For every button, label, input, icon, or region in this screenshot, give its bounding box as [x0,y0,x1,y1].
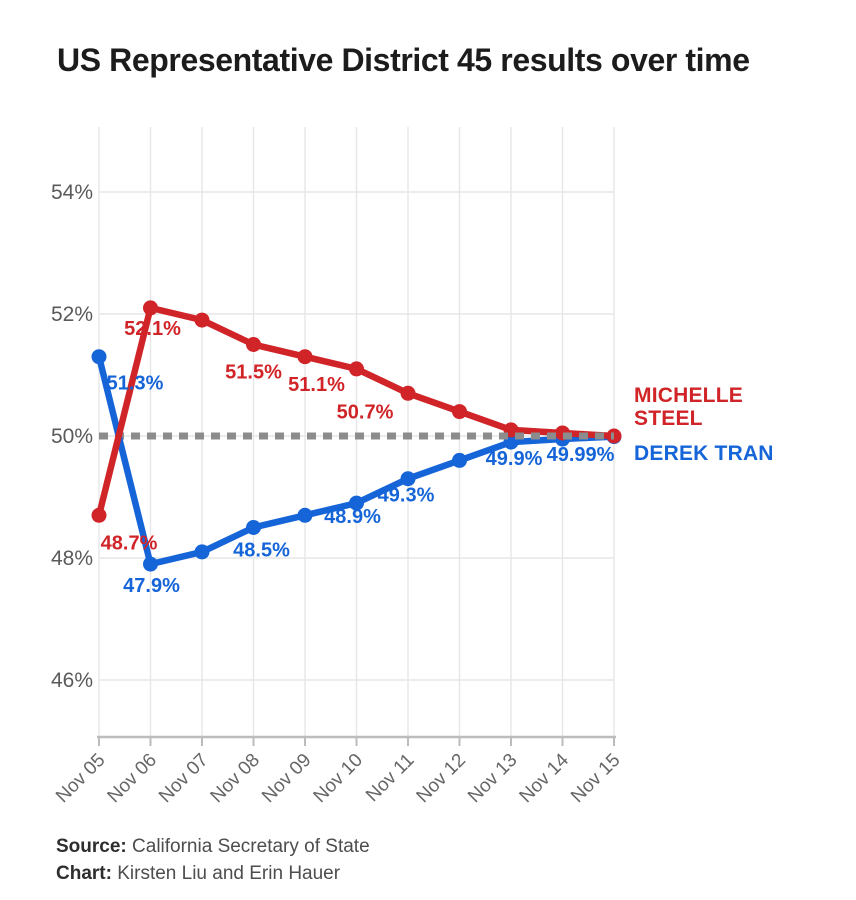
y-axis-tick-label: 50% [51,425,93,448]
x-axis-tick-label: Nov 06 [104,750,161,807]
x-axis-tick-label: Nov 13 [464,750,521,807]
data-point [246,337,261,352]
x-axis-tick-label: Nov 08 [207,750,264,807]
legend-michelle-steel: MICHELLE STEEL [634,384,743,430]
data-point [246,520,261,535]
data-point [400,471,416,487]
legend-michelle-steel-line1: MICHELLE [634,384,743,407]
source-value: California Secretary of State [126,836,370,857]
data-point-label: 51.5% [225,362,282,384]
data-point-label: 52.1% [124,318,181,340]
chart-value: Kirsten Liu and Erin Hauer [111,863,341,884]
data-point-label: 48.9% [324,506,381,528]
data-point [349,361,364,377]
source-line: Source: California Secretary of State [56,833,370,860]
chart-label: Chart: [56,863,112,884]
x-axis-tick-label: Nov 15 [567,750,624,807]
data-point [349,495,364,511]
data-point-label: 49.3% [378,485,435,507]
data-point-label: 51.1% [288,374,345,396]
data-point [400,385,416,401]
data-point [91,507,107,523]
page-title: US Representative District 45 results ov… [57,42,750,79]
y-axis-tick-label: 52% [51,303,93,326]
data-point [91,349,107,365]
y-axis-tick-label: 54% [51,181,93,204]
legend-derek-tran-label: DEREK TRAN [634,442,774,465]
data-point-label: 49.9% [486,448,543,470]
data-point [297,349,313,365]
y-axis-tick-label: 46% [51,669,93,692]
legend-michelle-steel-line2: STEEL [634,407,703,430]
data-point-label: 50.7% [337,401,394,423]
x-axis-tick-label: Nov 14 [516,749,574,807]
x-axis-tick-label: Nov 09 [258,750,315,807]
x-axis-tick-label: Nov 12 [413,750,470,807]
data-point [194,544,210,560]
data-point [452,452,467,468]
data-point [143,556,158,572]
x-axis-tick-label: Nov 05 [52,750,109,807]
x-axis-tick-label: Nov 11 [362,750,418,806]
x-axis-tick-label: Nov 07 [155,750,212,807]
data-point [143,300,158,316]
data-point-label: 48.5% [233,540,290,562]
source-label: Source: [56,836,127,857]
y-axis-tick-label: 48% [51,547,93,570]
data-point-label: 49.99% [547,444,615,466]
data-point-label: 47.9% [123,575,180,597]
legend-derek-tran: DEREK TRAN [634,442,774,465]
x-axis-tick-label: Nov 10 [310,750,367,807]
chart-credits: Source: California Secretary of State Ch… [56,833,370,887]
data-point [194,312,210,328]
data-point-label: 48.7% [101,532,158,554]
data-point-label: 51.3% [107,373,164,395]
chart-byline: Chart: Kirsten Liu and Erin Hauer [56,860,370,887]
data-point [452,404,467,420]
data-point [297,507,313,523]
